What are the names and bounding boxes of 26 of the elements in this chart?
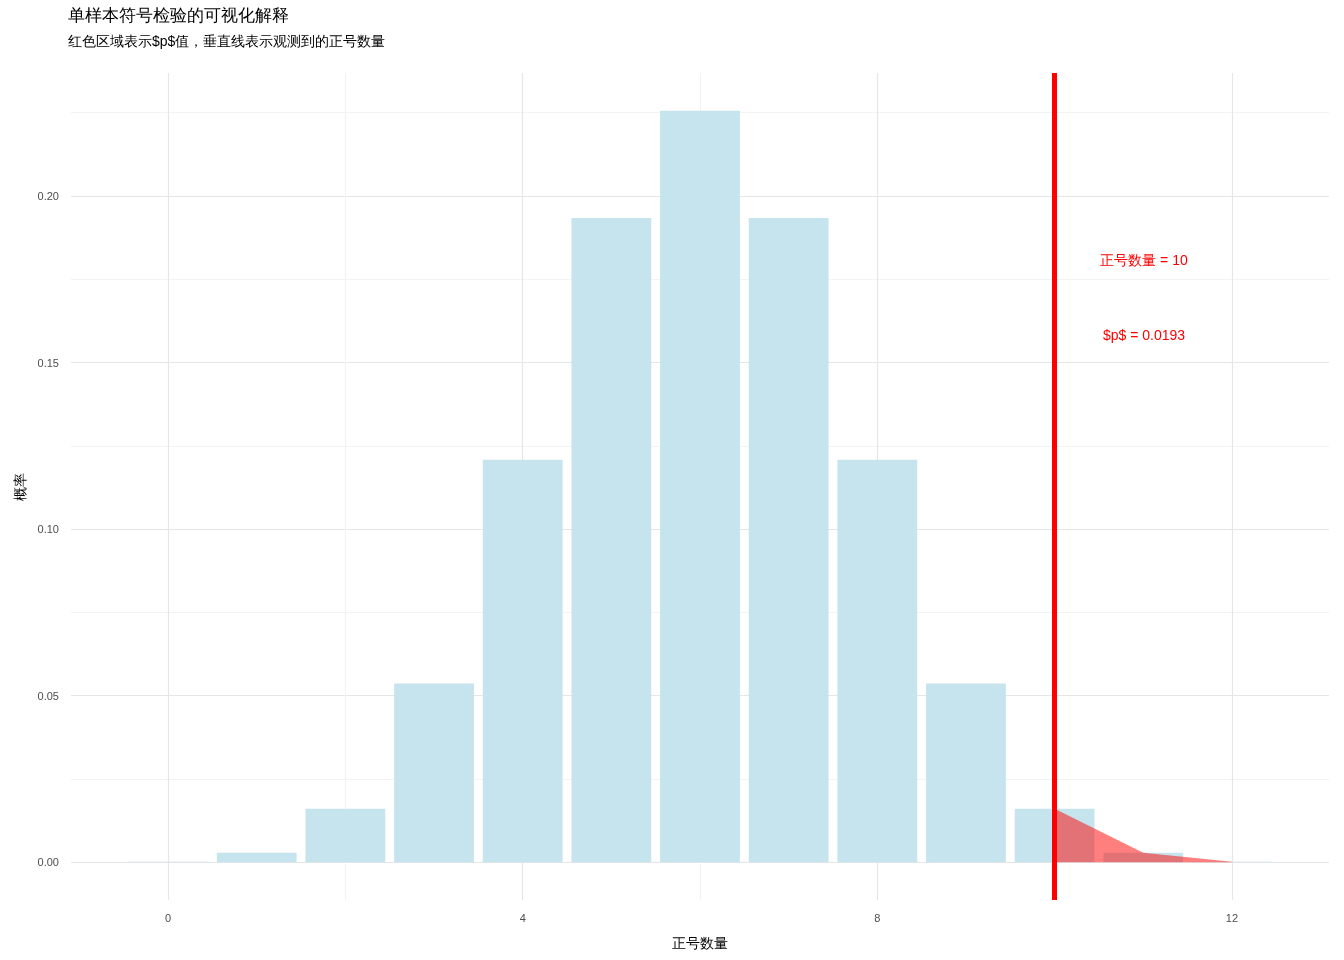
bar <box>571 217 652 863</box>
x-axis-title: 正号数量 <box>672 935 728 951</box>
chart-subtitle: 红色区域表示$p$值，垂直线表示观测到的正号数量 <box>68 33 386 49</box>
bar <box>1014 808 1095 863</box>
bar <box>216 852 297 863</box>
annotation: $p$ = 0.0193 <box>1102 327 1186 343</box>
x-tick-label: 0 <box>165 911 172 924</box>
y-tick-label: 0.10 <box>37 523 59 536</box>
bar <box>305 808 386 863</box>
y-tick-label: 0.00 <box>37 856 59 869</box>
bar <box>1103 852 1184 863</box>
y-axis-title: 概率 <box>11 472 28 501</box>
bar <box>837 459 918 863</box>
x-tick-label: 12 <box>1225 911 1239 924</box>
annotation: 正号数量 = 10 <box>1100 252 1188 268</box>
bar <box>926 683 1006 863</box>
bar <box>660 110 740 863</box>
x-tick-label: 8 <box>874 911 881 924</box>
bar <box>748 217 829 863</box>
y-tick-label: 0.20 <box>37 189 59 202</box>
y-tick-label: 0.15 <box>37 356 59 369</box>
x-tick-label: 4 <box>519 911 526 924</box>
y-tick-label: 0.05 <box>37 689 59 702</box>
chart-title: 单样本符号检验的可视化解释 <box>68 6 289 25</box>
bar <box>482 459 563 863</box>
bar <box>394 683 474 863</box>
